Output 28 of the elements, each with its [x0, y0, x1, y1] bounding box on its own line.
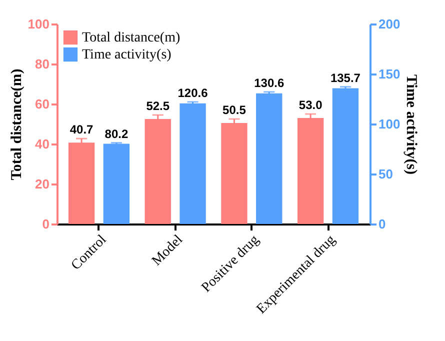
y-axis-title: Total distance(m)	[8, 68, 25, 180]
y2-tick-label: 150	[378, 66, 400, 82]
bar	[221, 123, 248, 224]
legend-label: Time activity(s)	[82, 48, 172, 62]
y-tick-label: 0	[42, 216, 50, 232]
bar	[144, 119, 171, 224]
legend-label: Total distance(m)	[82, 30, 180, 46]
y2-tick-label: 100	[378, 116, 400, 132]
data-label: 50.5	[222, 103, 246, 117]
bar	[68, 142, 95, 224]
y-tick-label: 80	[35, 56, 50, 72]
y2-tick-label: 0	[378, 216, 386, 232]
bar	[297, 118, 324, 224]
y-tick-label: 100	[28, 16, 50, 32]
data-label: 40.7	[70, 122, 94, 137]
data-label: 53.0	[298, 98, 323, 112]
data-label: 135.7	[330, 70, 361, 85]
y-tick-label: 40	[35, 136, 50, 152]
y-tick-label: 20	[35, 176, 50, 192]
y2-tick-label: 200	[378, 16, 400, 32]
data-label: 52.5	[146, 99, 170, 113]
data-label: 80.2	[104, 126, 128, 141]
bar	[103, 144, 130, 224]
y-tick-label: 60	[35, 96, 50, 112]
data-label: 130.6	[254, 76, 284, 90]
y2-tick-label: 50	[378, 166, 393, 182]
y2-axis-title: Time activity(s)	[403, 74, 420, 175]
data-label: 120.6	[178, 86, 208, 100]
